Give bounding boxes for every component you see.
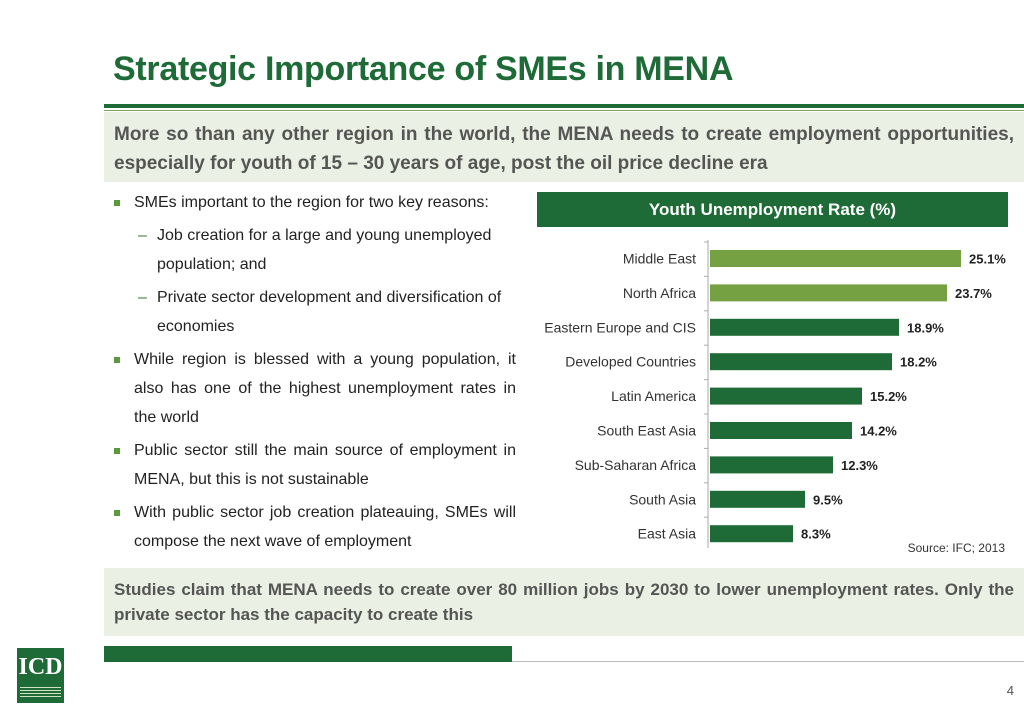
- top-callout: More so than any other region in the wor…: [104, 112, 1024, 182]
- sub-bullet-1-text: Job creation for a large and young unemp…: [157, 227, 492, 273]
- sub-bullet-2: – Private sector development and diversi…: [112, 283, 516, 341]
- bar: [710, 318, 899, 336]
- bullet-square-icon: [114, 200, 120, 206]
- bullet-3-text: Public sector still the main source of e…: [134, 442, 516, 488]
- category-label: Latin America: [611, 388, 696, 404]
- sub-bullet-2-text: Private sector development and diversifi…: [157, 289, 502, 335]
- icd-logo: ICD: [17, 648, 64, 703]
- category-label: South Asia: [629, 491, 696, 507]
- page-number: 4: [1006, 683, 1014, 698]
- bullet-1-text: SMEs important to the region for two key…: [134, 194, 489, 211]
- bottom-callout: Studies claim that MENA needs to create …: [104, 568, 1024, 636]
- category-label: Developed Countries: [565, 354, 696, 370]
- icd-logo-tagline-icon: [20, 687, 61, 697]
- top-callout-text: More so than any other region in the wor…: [114, 124, 1014, 174]
- data-label: 23.7%: [955, 286, 992, 301]
- category-label: Eastern Europe and CIS: [544, 319, 696, 335]
- icd-logo-mark-icon: ICD: [18, 654, 63, 680]
- category-label: Sub-Saharan Africa: [575, 457, 697, 473]
- bar: [710, 490, 805, 508]
- bullet-3: Public sector still the main source of e…: [112, 436, 516, 494]
- bullet-4: With public sector job creation plateaui…: [112, 498, 516, 556]
- slide-title: Strategic Importance of SMEs in MENA: [113, 50, 734, 88]
- bullet-list: SMEs important to the region for two key…: [112, 188, 516, 560]
- category-label: South East Asia: [597, 423, 696, 439]
- title-divider: [104, 104, 1024, 108]
- youth-unemployment-chart: Middle East 25.1% North Africa 23.7% Eastern…: [544, 240, 1006, 548]
- bullet-square-icon: [114, 448, 120, 454]
- bullet-2: While region is blessed with a young pop…: [112, 345, 516, 432]
- sub-bullet-1: – Job creation for a large and young une…: [112, 221, 516, 279]
- bullet-square-icon: [114, 357, 120, 363]
- bar: [710, 456, 833, 474]
- bar: [710, 284, 947, 302]
- bullet-4-text: With public sector job creation plateaui…: [134, 504, 516, 550]
- bar: [710, 525, 793, 543]
- bar: [710, 353, 892, 371]
- bar: [710, 422, 852, 439]
- bar: [710, 387, 862, 405]
- data-label: 12.3%: [841, 458, 878, 473]
- data-label: 25.1%: [969, 252, 1006, 267]
- footer-bar: [104, 646, 512, 662]
- data-label: 8.3%: [801, 527, 831, 542]
- title-divider-thin: [104, 110, 1024, 111]
- footer-line: [512, 661, 1024, 662]
- chart-title: Youth Unemployment Rate (%): [537, 192, 1008, 227]
- bullet-square-icon: [114, 510, 120, 516]
- bottom-callout-text: Studies claim that MENA needs to create …: [114, 580, 1014, 624]
- dash-icon: –: [138, 289, 147, 306]
- data-label: 15.2%: [870, 389, 907, 404]
- category-label: North Africa: [623, 285, 696, 301]
- category-label: Middle East: [623, 251, 696, 267]
- data-label: 18.2%: [900, 355, 937, 370]
- bar: [710, 250, 961, 267]
- chart-source: Source: IFC; 2013: [907, 541, 1005, 555]
- data-label: 18.9%: [907, 320, 944, 335]
- data-label: 9.5%: [813, 492, 843, 507]
- data-label: 14.2%: [860, 424, 897, 439]
- bullet-2-text: While region is blessed with a young pop…: [134, 351, 516, 426]
- bullet-1: SMEs important to the region for two key…: [112, 188, 516, 217]
- category-label: East Asia: [638, 526, 697, 542]
- dash-icon: –: [138, 227, 147, 244]
